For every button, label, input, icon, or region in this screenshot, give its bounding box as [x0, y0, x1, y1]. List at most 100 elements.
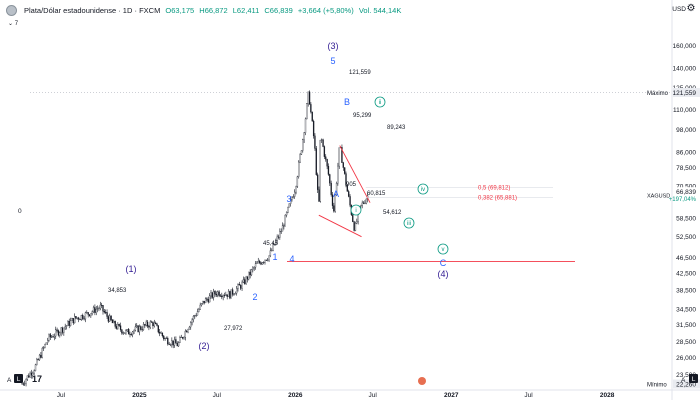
candle-body — [142, 324, 145, 330]
wave-circle — [403, 217, 415, 229]
candle-body — [172, 340, 174, 346]
candle-body — [246, 276, 249, 280]
wave-circle — [437, 243, 449, 255]
candle-body — [156, 323, 158, 326]
candle-body — [285, 212, 288, 216]
candle-body — [307, 91, 309, 104]
candle-body — [327, 166, 330, 175]
candle-body — [354, 223, 357, 231]
candle-body — [202, 300, 204, 304]
candle-body — [222, 295, 224, 298]
candle-body — [101, 304, 103, 306]
candle-body — [160, 332, 162, 334]
candle-body — [69, 320, 72, 326]
high-value: H66,872 — [199, 6, 228, 15]
wave-label: (2) — [199, 341, 210, 351]
wave-circle — [374, 96, 386, 108]
candle-body — [311, 111, 313, 122]
candle-body — [233, 293, 235, 295]
candle-body — [51, 336, 53, 338]
candle-body — [95, 308, 97, 313]
wave-label: v — [442, 247, 445, 253]
candle-body — [183, 337, 185, 339]
min-price-tag — [673, 379, 700, 389]
y-tick-label: 34,500 — [676, 306, 696, 313]
candle-body — [109, 315, 111, 322]
candle-body — [353, 221, 355, 231]
price-label: 905 — [346, 182, 357, 188]
candle-body — [71, 318, 73, 321]
y-tick-label: 42,500 — [676, 270, 696, 277]
candle-body — [186, 330, 188, 333]
candle-body — [188, 326, 191, 330]
wave-label: 1 — [272, 252, 277, 262]
candle-body — [114, 321, 116, 327]
wave-label: C — [440, 258, 447, 268]
fib-level-label: 0,382 (65,881) — [478, 196, 517, 202]
candle-body — [21, 383, 23, 385]
candle-body — [302, 139, 304, 151]
min-price-value: 22,260 — [676, 382, 696, 389]
candle-body — [365, 198, 367, 204]
candle-body — [180, 337, 182, 338]
candle-body — [237, 284, 239, 289]
wave-label: A — [333, 189, 339, 199]
close-value: C66,839 — [264, 6, 293, 15]
candle-body — [194, 315, 196, 317]
y-tick-label: 140,000 — [673, 66, 697, 73]
candle-body — [117, 324, 119, 329]
candle-body — [37, 359, 39, 361]
candle-body — [296, 176, 299, 187]
candle-body — [36, 359, 38, 365]
candle-body — [277, 236, 280, 238]
candle-body — [291, 197, 293, 200]
candle-body — [146, 321, 149, 327]
candle-body — [294, 191, 296, 197]
x-tick-label: 2027 — [444, 392, 459, 399]
candle-body — [335, 183, 338, 195]
candle-body — [256, 262, 258, 264]
candle-body — [144, 324, 146, 326]
candle-body — [130, 334, 133, 336]
candle-body — [288, 203, 290, 208]
gear-icon[interactable]: ⚙ — [686, 3, 696, 14]
wave-circle — [417, 183, 429, 195]
candle-body — [196, 311, 199, 316]
candle-body — [74, 316, 76, 324]
log-scale-label: L — [17, 376, 21, 383]
max-price-tag — [673, 87, 700, 97]
candle-body — [78, 317, 80, 320]
candle-body — [181, 337, 184, 339]
candle-body — [107, 316, 110, 322]
candle-body — [322, 139, 324, 147]
candle-body — [137, 325, 139, 333]
x-tick-label: Jul — [524, 392, 533, 399]
price-label: 89,243 — [387, 125, 406, 131]
candle-body — [49, 334, 51, 338]
candle-body — [206, 298, 208, 300]
symbol-title[interactable]: Plata/Dólar estadounidense · 1D · FXCM — [24, 6, 161, 15]
candle-body — [248, 271, 250, 280]
indicators-toggle-button[interactable]: ⌄ 7 — [8, 21, 19, 27]
candle-body — [72, 318, 74, 324]
volume-value: Vol. 544,14K — [358, 6, 402, 15]
candle-body — [253, 267, 255, 269]
candle-body — [22, 383, 25, 385]
candle-body — [30, 372, 33, 376]
candle-body — [68, 320, 70, 326]
y-tick-label: 52,500 — [676, 234, 696, 241]
current-price-value: 66,839 — [676, 189, 696, 196]
candle-body — [32, 372, 34, 376]
candle-body — [98, 308, 100, 310]
wave-label: (4) — [438, 269, 449, 279]
candle-body — [33, 370, 35, 374]
x-tick-label: 2026 — [288, 392, 303, 399]
candle-body — [138, 326, 141, 333]
candle-body — [148, 326, 150, 328]
candle-body — [203, 300, 205, 304]
y-tick-label: 160,000 — [673, 43, 697, 50]
candle-body — [123, 332, 126, 334]
currency-selector[interactable]: USD — [672, 6, 686, 13]
candle-body — [362, 202, 365, 204]
